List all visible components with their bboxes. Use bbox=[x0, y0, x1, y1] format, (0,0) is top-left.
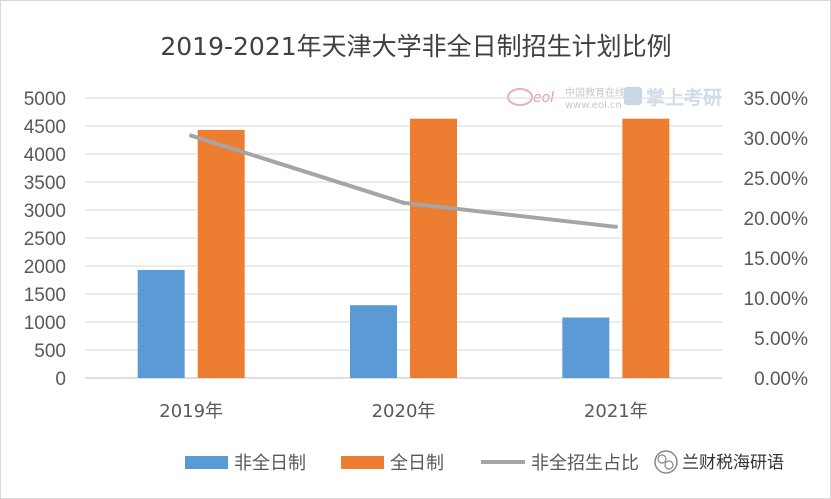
ratio-line bbox=[189, 133, 618, 229]
eol-logo-icon bbox=[507, 88, 533, 106]
y-left-tick-label: 3500 bbox=[24, 173, 66, 194]
chart-title: 2019-2021年天津大学非全日制招生计划比例 bbox=[160, 32, 671, 61]
legend-label-fulltime: 全日制 bbox=[390, 453, 444, 474]
legend: 非全日制 全日制 非全招生占比 bbox=[185, 453, 639, 474]
x-tick-label: 2021年 bbox=[584, 401, 648, 422]
y-left-tick-label: 0 bbox=[55, 369, 66, 390]
y-left-tick-label: 4500 bbox=[24, 117, 66, 138]
eol-watermark: eol 中国教育在线 www.eol.cn bbox=[507, 86, 625, 111]
y-left-tick-label: 2500 bbox=[24, 229, 66, 250]
bar-non-fulltime bbox=[137, 269, 185, 378]
gridlines bbox=[85, 97, 722, 379]
y-left-tick-label: 4000 bbox=[24, 145, 66, 166]
eol-name: 中国教育在线 bbox=[565, 86, 625, 99]
x-tick-label: 2019年 bbox=[159, 401, 223, 422]
y-right-tick-label: 0.00% bbox=[754, 369, 808, 390]
line-series bbox=[189, 133, 618, 229]
y-right-tick-labels: 35.00% 30.00% 25.00% 20.00% 15.00% 10.00% 5.00… bbox=[744, 89, 809, 390]
y-left-tick-label: 1500 bbox=[24, 285, 66, 306]
y-left-tick-label: 3000 bbox=[24, 201, 66, 222]
y-right-tick-label: 35.00% bbox=[744, 89, 809, 110]
legend-swatch-non-fulltime bbox=[185, 456, 228, 469]
bar-fulltime bbox=[197, 129, 245, 378]
bar-non-fulltime bbox=[350, 305, 397, 378]
ratio-point bbox=[189, 133, 194, 138]
signature-text: 兰财税海研语 bbox=[682, 453, 784, 473]
x-tick-label: 2020年 bbox=[372, 401, 436, 422]
y-left-tick-label: 2000 bbox=[24, 257, 66, 278]
ratio-point bbox=[613, 224, 618, 229]
y-right-tick-label: 15.00% bbox=[744, 249, 809, 270]
bar-fulltime bbox=[622, 118, 670, 378]
eol-url: www.eol.cn bbox=[565, 100, 622, 111]
y-right-tick-label: 30.00% bbox=[744, 129, 809, 150]
y-right-tick-label: 10.00% bbox=[744, 289, 809, 310]
x-tick-labels: 2019年 2020年 2021年 bbox=[159, 401, 647, 422]
y-right-tick-label: 5.00% bbox=[754, 329, 808, 350]
y-left-tick-label: 1000 bbox=[24, 313, 66, 334]
legend-swatch-fulltime bbox=[341, 456, 384, 469]
bar-non-fulltime bbox=[562, 317, 610, 378]
y-left-tick-label: 500 bbox=[34, 341, 66, 362]
bar-fulltime bbox=[410, 118, 457, 378]
bar-series bbox=[137, 118, 670, 378]
y-left-tick-label: 5000 bbox=[24, 89, 66, 110]
zhangshang-logo-icon bbox=[624, 87, 642, 105]
legend-label-ratio: 非全招生占比 bbox=[531, 453, 639, 474]
legend-label-non-fulltime: 非全日制 bbox=[234, 453, 306, 474]
signature-watermark: 兰财税海研语 bbox=[654, 450, 784, 474]
ratio-point bbox=[401, 200, 406, 205]
y-right-tick-label: 25.00% bbox=[744, 169, 809, 190]
y-right-tick-label: 20.00% bbox=[744, 209, 809, 230]
